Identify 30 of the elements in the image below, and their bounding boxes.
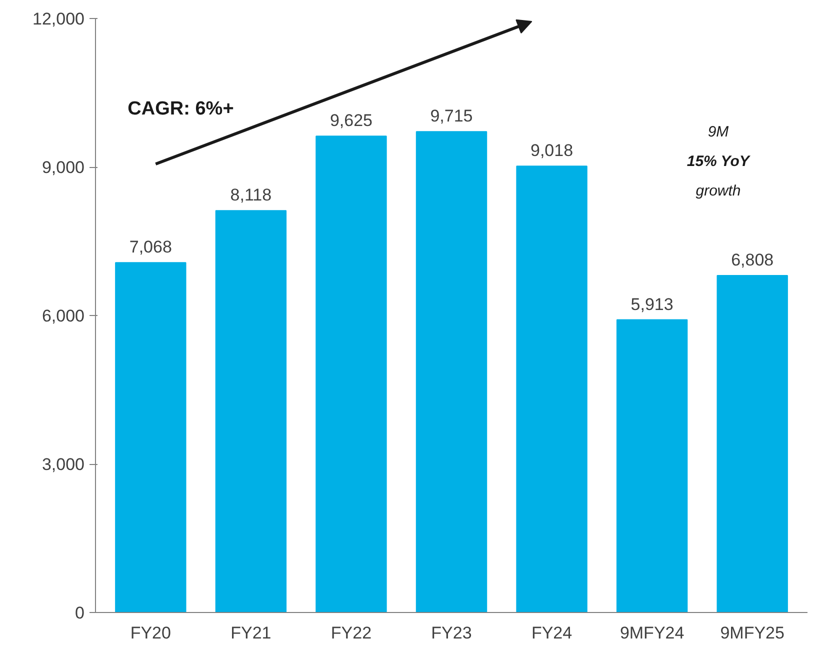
data-label: 9,715: [430, 106, 473, 126]
y-tick-label: 9,000: [42, 158, 85, 177]
y-tick-label: 12,000: [32, 10, 85, 28]
x-tick-label: FY20: [130, 624, 171, 642]
data-label: 5,913: [630, 294, 674, 314]
x-tick-label: 9MFY24: [620, 624, 684, 642]
y-tick-label: 3,000: [42, 455, 85, 474]
data-label: 6,808: [731, 250, 774, 270]
annotation: 9M: [708, 123, 730, 140]
x-tick-label: FY23: [431, 624, 472, 642]
y-tick-label: 0: [75, 604, 85, 622]
bar: [215, 210, 287, 612]
bar: [316, 136, 387, 612]
data-label: 7,068: [129, 238, 172, 257]
x-tick-label: FY22: [330, 624, 372, 642]
bar: [416, 131, 488, 612]
annotation: growth: [696, 182, 741, 200]
bar: [616, 319, 688, 612]
bar: [115, 262, 186, 612]
x-tick-label: FY21: [230, 624, 272, 642]
y-tick-label: 6,000: [42, 306, 85, 326]
annotation: 15% YoY: [686, 152, 752, 170]
x-tick-label: 9MFY25: [720, 624, 784, 642]
annotation: CAGR: 6%+: [128, 98, 234, 120]
bar: [716, 275, 788, 612]
bar: [516, 166, 588, 612]
data-label: 8,118: [230, 186, 272, 205]
data-label: 9,018: [530, 141, 574, 160]
x-tick-label: FY24: [531, 624, 572, 642]
data-label: 9,625: [330, 111, 372, 130]
